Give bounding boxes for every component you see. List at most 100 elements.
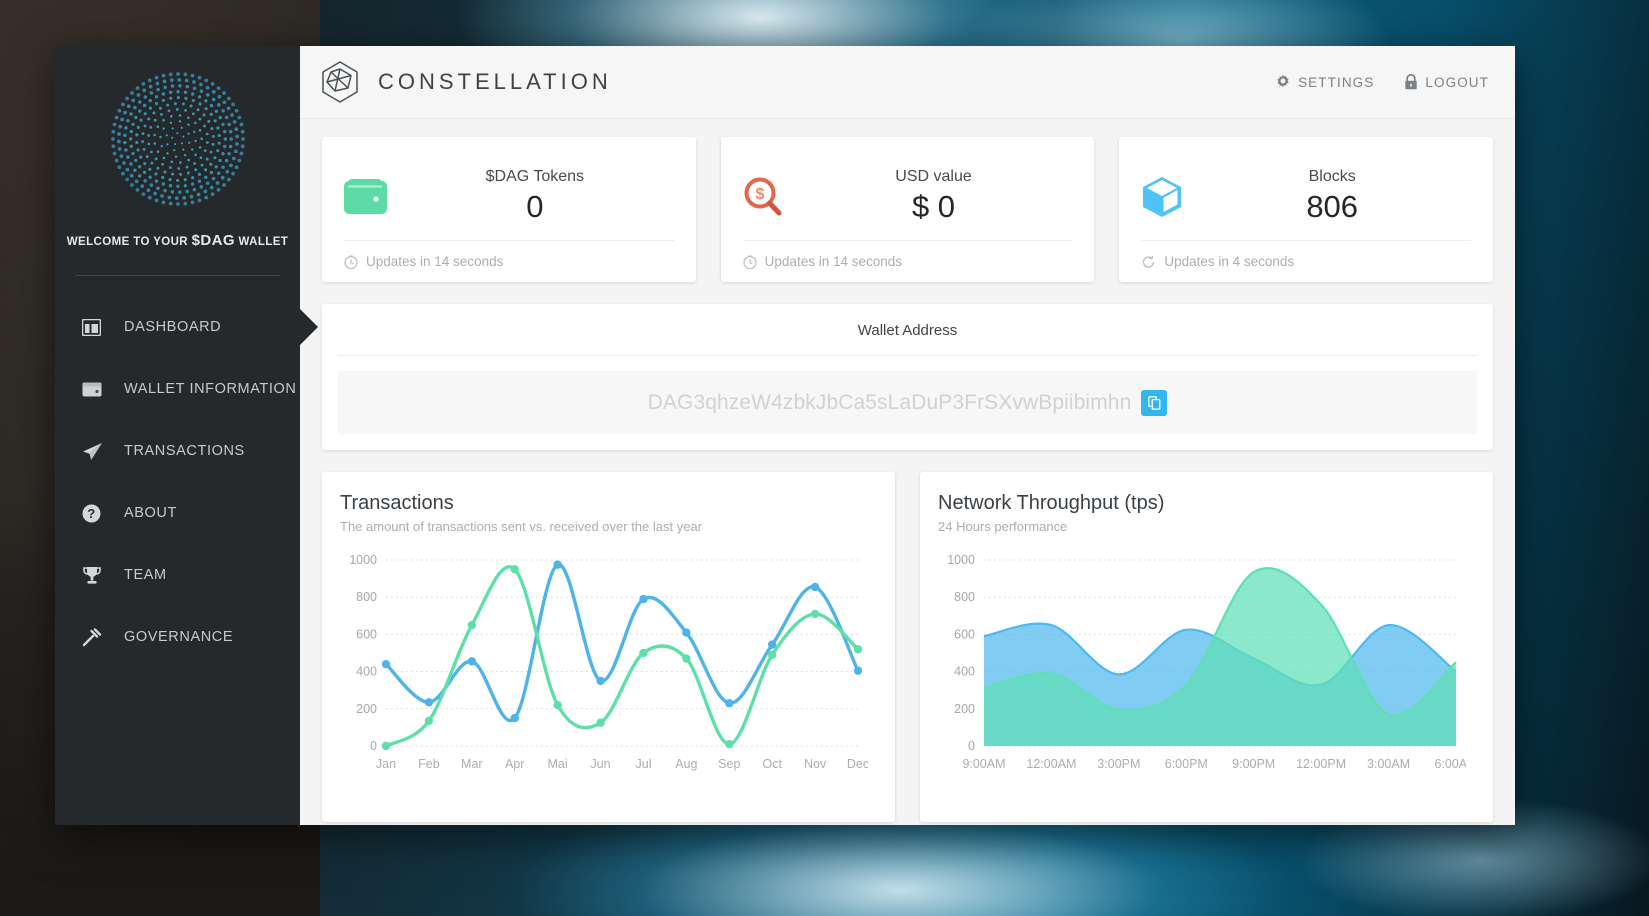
wallet-application-window: WELCOME TO YOUR $DAG WALLET DASHBOARD	[55, 46, 1515, 825]
sidebar-item-governance[interactable]: GOVERNANCE	[55, 606, 300, 668]
wallet-address-value[interactable]: DAG3qhzeW4zbkJbCa5sLaDuP3FrSXvwBpiibimhn	[647, 390, 1132, 414]
sidebar-item-dashboard[interactable]: DASHBOARD	[55, 296, 318, 358]
stat-card-body: $ USD value $ 0	[743, 153, 1073, 240]
chart-title: Transactions	[340, 492, 454, 514]
svg-text:9:00AM: 9:00AM	[962, 757, 1005, 771]
svg-text:800: 800	[356, 590, 377, 604]
gear-icon	[1277, 74, 1289, 88]
svg-text:800: 800	[954, 590, 975, 604]
svg-text:Mar: Mar	[461, 757, 483, 771]
clock-icon	[344, 254, 358, 269]
stat-card-value: $ 0	[911, 189, 956, 225]
chart-subtitle: 24 Hours performance	[938, 519, 1068, 534]
svg-text:Oct: Oct	[762, 757, 782, 771]
sidebar-item-label: TRANSACTIONS	[124, 443, 245, 459]
chart-subtitle: The amount of transactions sent vs. rece…	[340, 519, 703, 534]
sidebar-nav: DASHBOARD WALLET INFORMATION	[55, 296, 318, 668]
stat-card-footer: Updates in 14 seconds	[344, 240, 674, 282]
svg-text:Dec: Dec	[847, 757, 868, 771]
wallet-address-card: Wallet Address DAG3qhzeW4zbkJbCa5sLaDuP3…	[322, 304, 1493, 450]
network-throughput-area-chart: 0 200 400 600 800 1000 9:00AM 12:00AM 3:00PM 6:00…	[938, 548, 1477, 798]
svg-text:600: 600	[356, 627, 377, 641]
gavel-icon	[82, 627, 108, 647]
copy-icon	[1148, 395, 1161, 410]
dashboard-icon	[82, 318, 108, 336]
svg-text:600: 600	[954, 627, 975, 641]
active-pointer	[299, 308, 318, 346]
dollar-magnifier-icon: $	[743, 177, 805, 217]
settings-label: SETTINGS	[1298, 74, 1375, 90]
welcome-message: WELCOME TO YOUR $DAG WALLET	[55, 232, 300, 249]
svg-text:9:00PM: 9:00PM	[1232, 757, 1275, 771]
welcome-token: $DAG	[191, 232, 235, 249]
svg-text:12:00AM: 12:00AM	[1026, 757, 1076, 771]
paper-plane-icon	[82, 442, 108, 461]
welcome-prefix: WELCOME TO YOUR	[66, 236, 189, 248]
refresh-icon	[1143, 255, 1155, 268]
svg-text:1000: 1000	[947, 553, 975, 567]
svg-text:200: 200	[356, 702, 377, 716]
stat-card-footer-text: Updates in 14 seconds	[366, 254, 504, 269]
svg-text:400: 400	[356, 665, 377, 679]
stat-card-footer: Updates in 14 seconds	[742, 240, 1073, 282]
lock-icon	[1405, 74, 1418, 90]
copy-address-button[interactable]	[1141, 389, 1168, 416]
svg-text:Jun: Jun	[590, 757, 610, 771]
svg-text:200: 200	[954, 702, 975, 716]
sidebar: WELCOME TO YOUR $DAG WALLET DASHBOARD	[55, 46, 318, 825]
stat-card-usd-value: $ USD value $ 0	[720, 137, 1095, 282]
stat-card-footer: Updates in 4 seconds	[1141, 240, 1472, 282]
svg-text:12:00PM: 12:00PM	[1296, 757, 1346, 771]
wallet-address-row: DAG3qhzeW4zbkJbCa5sLaDuP3FrSXvwBpiibimhn	[338, 371, 1477, 434]
sidebar-item-label: ABOUT	[124, 505, 177, 521]
svg-text:Aug: Aug	[675, 757, 697, 771]
svg-text:Nov: Nov	[804, 757, 827, 771]
svg-text:Feb: Feb	[418, 757, 440, 771]
stat-card-figures: $DAG Tokens 0	[406, 168, 674, 225]
sidebar-logo	[55, 70, 300, 208]
main-panel: CONSTELLATION SETTINGS LOGOUT	[300, 46, 1515, 825]
sidebar-divider	[75, 275, 280, 276]
brand-name: CONSTELLATION	[378, 69, 612, 94]
cube-icon	[1141, 175, 1203, 219]
stat-card-body: Blocks 806	[1141, 153, 1471, 240]
stat-card-label: Blocks	[1308, 168, 1356, 186]
network-throughput-chart-card: Network Throughput (tps) 24 Hours perfor…	[920, 472, 1493, 822]
stat-card-figures: Blocks 806	[1203, 168, 1471, 225]
stat-card-label: $DAG Tokens	[485, 168, 585, 186]
topbar: CONSTELLATION SETTINGS LOGOUT	[300, 46, 1515, 119]
brand: CONSTELLATION	[318, 60, 612, 104]
sidebar-item-transactions[interactable]: TRANSACTIONS	[55, 420, 300, 482]
logout-button[interactable]: LOGOUT	[1404, 74, 1489, 90]
wallet-address-title: Wallet Address	[338, 304, 1477, 356]
svg-text:Jan: Jan	[376, 757, 396, 771]
charts-row: Transactions The amount of transactions …	[322, 472, 1493, 822]
wallet-icon	[344, 179, 406, 214]
constellation-hexagon-icon	[322, 61, 358, 103]
svg-text:Apr: Apr	[505, 757, 524, 771]
svg-text:6:00AM: 6:00AM	[1434, 757, 1466, 771]
svg-text:Sep: Sep	[718, 757, 740, 771]
stat-card-blocks: Blocks 806 Updates in 4 seconds	[1119, 137, 1494, 282]
settings-button[interactable]: SETTINGS	[1275, 74, 1374, 90]
svg-text:Jul: Jul	[636, 757, 652, 771]
sidebar-item-wallet-information[interactable]: WALLET INFORMATION	[55, 358, 300, 420]
logout-label: LOGOUT	[1425, 74, 1489, 90]
topbar-actions: SETTINGS LOGOUT	[1275, 74, 1489, 90]
svg-text:400: 400	[954, 665, 975, 679]
stat-cards: $DAG Tokens 0 Updates in 14 seconds	[322, 137, 1494, 282]
wallet-icon	[82, 381, 108, 398]
stat-card-label: USD value	[895, 168, 972, 186]
sidebar-item-label: WALLET INFORMATION	[124, 381, 297, 397]
welcome-suffix: WALLET	[238, 236, 289, 248]
svg-text:3:00AM: 3:00AM	[1367, 757, 1410, 771]
stat-card-footer-text: Updates in 14 seconds	[764, 254, 903, 269]
clock-icon	[743, 254, 757, 269]
svg-text:3:00PM: 3:00PM	[1097, 757, 1140, 771]
sidebar-item-about[interactable]: ? ABOUT	[55, 482, 300, 544]
svg-text:0: 0	[370, 739, 377, 753]
trophy-icon	[82, 566, 108, 585]
sidebar-item-label: DASHBOARD	[124, 319, 222, 335]
sidebar-item-team[interactable]: TEAM	[55, 544, 300, 606]
stat-card-value: 806	[1306, 189, 1359, 225]
